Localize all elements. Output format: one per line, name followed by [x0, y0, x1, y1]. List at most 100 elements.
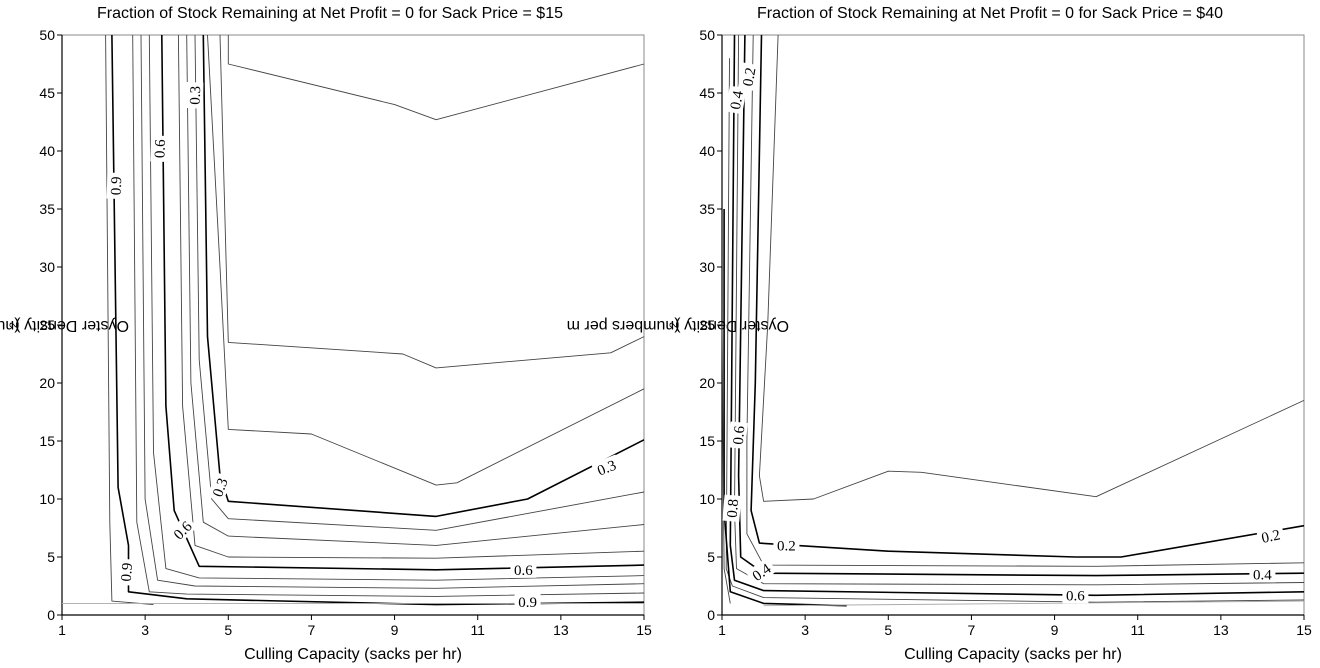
- contour-line: [161, 34, 645, 571]
- contour-line: [177, 34, 645, 559]
- x-tick-label: 1: [718, 622, 726, 638]
- contour-label: 0.4: [745, 557, 777, 587]
- x-tick-label: 13: [1213, 622, 1229, 638]
- x-tick-label: 9: [1051, 622, 1059, 638]
- contour-label-text: 0.9: [119, 562, 137, 582]
- contour-label-text: 0.6: [1066, 588, 1085, 604]
- contour-label-bg: [773, 536, 800, 554]
- contour-line: [729, 34, 1305, 597]
- x-tick-label: 13: [553, 622, 569, 638]
- contour-label-bg: [185, 81, 204, 109]
- contour-line: [725, 58, 1305, 603]
- contour-label-bg: [745, 557, 777, 587]
- contour-label-bg: [1062, 586, 1089, 604]
- y-tick-label: 5: [707, 549, 715, 565]
- contour-line: [140, 34, 645, 589]
- contour-label-text: 0.2: [1260, 527, 1282, 547]
- contour-line: [721, 324, 731, 604]
- contour-label: 0.3: [207, 472, 232, 503]
- contour-plot: 1 3 5 7 9 11 13 15051015202530354045500.30.60.9…: [39, 27, 652, 638]
- contour-label-text: 0.6: [731, 425, 749, 446]
- contour-line: [194, 34, 645, 531]
- contour-label-bg: [106, 172, 125, 200]
- contour-label-bg: [737, 62, 760, 91]
- contour-label: 0.6: [1062, 586, 1089, 604]
- contour-line: [186, 34, 645, 546]
- contour-label-text: 0.6: [152, 139, 169, 159]
- contour-label-bg: [167, 514, 198, 546]
- x-tick-label: 9: [391, 622, 399, 638]
- chart-panel-right: Fraction of Stock Remaining at Net Profi…: [567, 0, 1320, 668]
- contour-label: 0.2: [1256, 524, 1286, 547]
- contour-label-text: 0.4: [728, 89, 747, 111]
- y-tick-label: 45: [39, 85, 55, 101]
- y-tick-label: 5: [47, 549, 55, 565]
- chart-title: Fraction of Stock Remaining at Net Profi…: [97, 5, 563, 22]
- contour-label: 0.9: [106, 172, 126, 200]
- contour-line: [758, 34, 1305, 502]
- y-tick-label: 25: [39, 317, 55, 333]
- contour-label-bg: [722, 494, 742, 522]
- contour-line: [105, 34, 154, 606]
- x-tick-label: 7: [968, 622, 976, 638]
- contour-label-text: 0.2: [740, 66, 759, 87]
- contour-label-bg: [510, 560, 537, 578]
- contour-label-bg: [207, 472, 232, 503]
- contour-line: [746, 34, 1305, 567]
- contour-label-bg: [1249, 565, 1276, 583]
- contour-label-text: 0.2: [777, 538, 796, 554]
- contour-label-text: 0.3: [210, 476, 231, 499]
- contour-label-text: 0.4: [1253, 567, 1272, 583]
- contour-line: [207, 34, 645, 486]
- x-tick-label: 5: [224, 622, 232, 638]
- chart-panel-left: Fraction of Stock Remaining at Net Profi…: [0, 5, 652, 663]
- y-tick-label: 0: [707, 607, 715, 623]
- x-axis-label: Culling Capacity (sacks per hr): [244, 646, 462, 663]
- contour-line: [734, 34, 1305, 586]
- chart-title: Fraction of Stock Remaining at Net Profi…: [757, 5, 1223, 22]
- y-tick-label: 15: [699, 433, 715, 449]
- x-tick-label: 11: [1130, 622, 1145, 638]
- y-tick-label: 0: [47, 607, 55, 623]
- contour-label: 0.3: [591, 454, 622, 480]
- y-tick-label: 10: [39, 491, 55, 507]
- contour-label: 0.4: [725, 85, 747, 115]
- contour-label-text: 0.3: [595, 458, 618, 480]
- y-tick-label: 10: [699, 491, 715, 507]
- y-tick-label: 50: [699, 27, 715, 43]
- y-tick-label: 30: [39, 259, 55, 275]
- contour-label-bg: [591, 454, 622, 480]
- contour-label-bg: [116, 558, 136, 586]
- x-axis-label: Culling Capacity (sacks per hr): [904, 646, 1122, 663]
- contour-label-text: 0.3: [188, 86, 205, 105]
- y-tick-label: 40: [39, 143, 55, 159]
- contour-line: [227, 35, 645, 121]
- x-tick-label: 15: [636, 622, 652, 638]
- x-tick-label: 15: [1296, 622, 1312, 638]
- contour-label: 0.6: [150, 135, 169, 162]
- contour-label-bg: [728, 421, 748, 449]
- contour-label-text: 0.9: [109, 176, 126, 195]
- y-tick-label: 30: [699, 259, 715, 275]
- y-tick-label: 50: [39, 27, 55, 43]
- x-tick-label: 3: [141, 622, 149, 638]
- contour-label-bg: [1256, 524, 1286, 547]
- y-tick-label: 35: [699, 201, 715, 217]
- contour-line: [723, 209, 847, 607]
- y-tick-label: 20: [699, 375, 715, 391]
- contour-line: [219, 34, 645, 369]
- contour-label: 0.8: [722, 494, 742, 522]
- y-tick-label: 40: [699, 143, 715, 159]
- contour-label: 0.2: [737, 62, 760, 91]
- y-tick-label: 15: [39, 433, 55, 449]
- contour-line: [763, 600, 1305, 607]
- contour-label-bg: [150, 135, 169, 162]
- y-tick-label: 45: [699, 85, 715, 101]
- contour-label: 0.2: [773, 536, 800, 554]
- contour-line: [132, 34, 645, 597]
- contour-line: [148, 34, 645, 581]
- x-tick-label: 1: [58, 622, 66, 638]
- plot-frame: [721, 34, 1305, 616]
- x-tick-label: 3: [801, 622, 809, 638]
- contour-label-text: 0.6: [514, 563, 533, 579]
